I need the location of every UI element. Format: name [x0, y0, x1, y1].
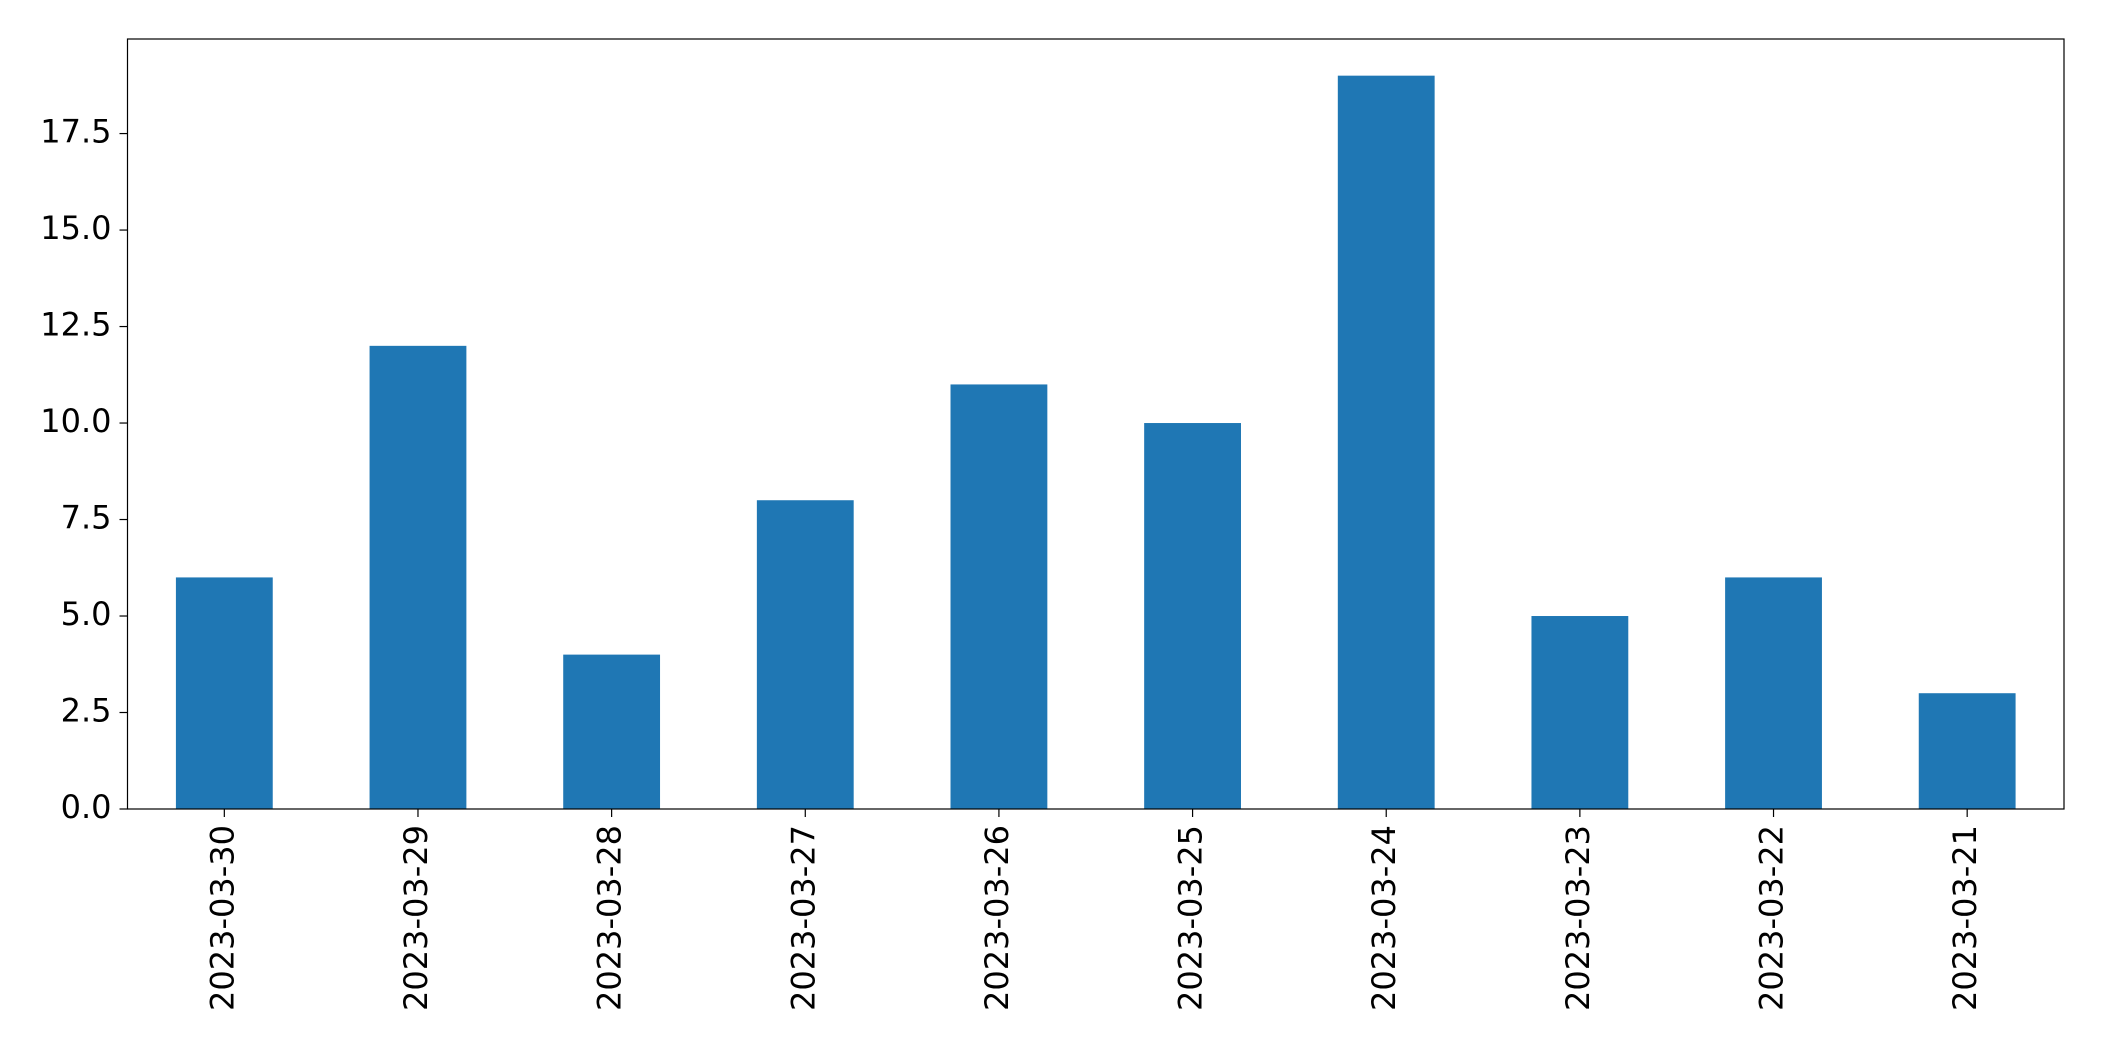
- x-tick-label: 2023-03-25: [1172, 825, 1210, 1011]
- bar: [563, 654, 661, 809]
- x-tick-label: 2023-03-24: [1365, 825, 1403, 1011]
- y-tick-label: 17.5: [40, 113, 111, 151]
- x-tick-label: 2023-03-27: [784, 825, 822, 1011]
- bar: [175, 577, 273, 809]
- bar: [1918, 693, 2016, 809]
- bar: [1144, 423, 1241, 809]
- x-tick-label: 2023-03-26: [978, 825, 1016, 1011]
- x-tick-label: 2023-03-29: [397, 825, 435, 1011]
- bar: [369, 345, 467, 809]
- x-tick-label: 2023-03-23: [1559, 825, 1597, 1011]
- y-tick-label: 7.5: [61, 499, 112, 537]
- bar: [1531, 616, 1629, 809]
- bar: [950, 384, 1048, 809]
- y-tick-label: 10.0: [40, 402, 111, 440]
- y-tick-label: 15.0: [40, 209, 111, 247]
- x-tick-label: 2023-03-22: [1753, 825, 1791, 1011]
- bar: [1725, 577, 1822, 809]
- y-tick-label: 5.0: [61, 595, 112, 633]
- x-tick-label: 2023-03-21: [1946, 825, 1984, 1011]
- x-tick-label: 2023-03-30: [203, 825, 241, 1011]
- y-tick-label: 2.5: [61, 692, 112, 730]
- bar: [756, 500, 854, 809]
- plot-frame: [126, 38, 2065, 810]
- x-tick-label: 2023-03-28: [591, 825, 629, 1011]
- bar: [1337, 75, 1435, 809]
- y-tick-label: 12.5: [40, 306, 111, 344]
- y-tick-label: 0.0: [61, 788, 112, 826]
